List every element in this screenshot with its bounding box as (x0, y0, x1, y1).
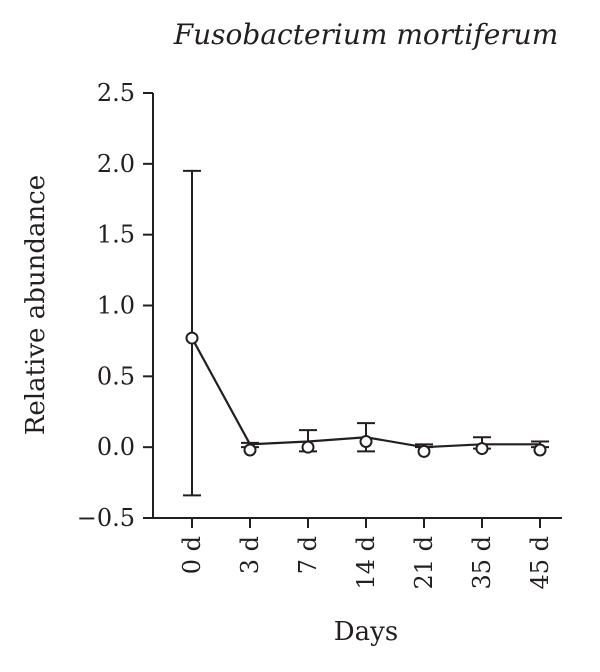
y-tick-label: 0.5 (97, 362, 135, 390)
y-tick-label: 1.0 (97, 292, 135, 320)
data-point (533, 443, 547, 457)
data-point (301, 440, 315, 454)
y-tick-label: −0.5 (77, 504, 135, 532)
x-tick-label: 35 d (468, 536, 496, 590)
x-tick-label: 21 d (410, 536, 438, 590)
x-tick-label: 7 d (294, 536, 322, 574)
plot-area: −0.5 0.0 0.5 1.0 1.5 2.0 2.5 0 d 3 d 7 d 14 d 21 d 3… (77, 79, 562, 590)
x-tick-label: 45 d (526, 536, 554, 590)
data-point (243, 443, 257, 457)
data-point (359, 435, 373, 448)
y-tick-label: 0.0 (97, 433, 135, 461)
x-tick-label: 3 d (236, 536, 264, 574)
y-tick-label: 1.5 (97, 221, 135, 249)
data-point (185, 331, 199, 345)
y-axis-label: Relative abundance (21, 175, 51, 435)
x-tick-label: 14 d (352, 536, 380, 590)
y-tick-label: 2.0 (97, 150, 135, 178)
chart-title: Fusobacterium mortiferum (173, 18, 559, 51)
data-point (475, 442, 489, 456)
data-point (417, 444, 431, 458)
y-tick-label: 2.5 (97, 79, 135, 107)
x-axis-label: Days (334, 617, 398, 647)
x-tick-label: 0 d (178, 536, 206, 574)
